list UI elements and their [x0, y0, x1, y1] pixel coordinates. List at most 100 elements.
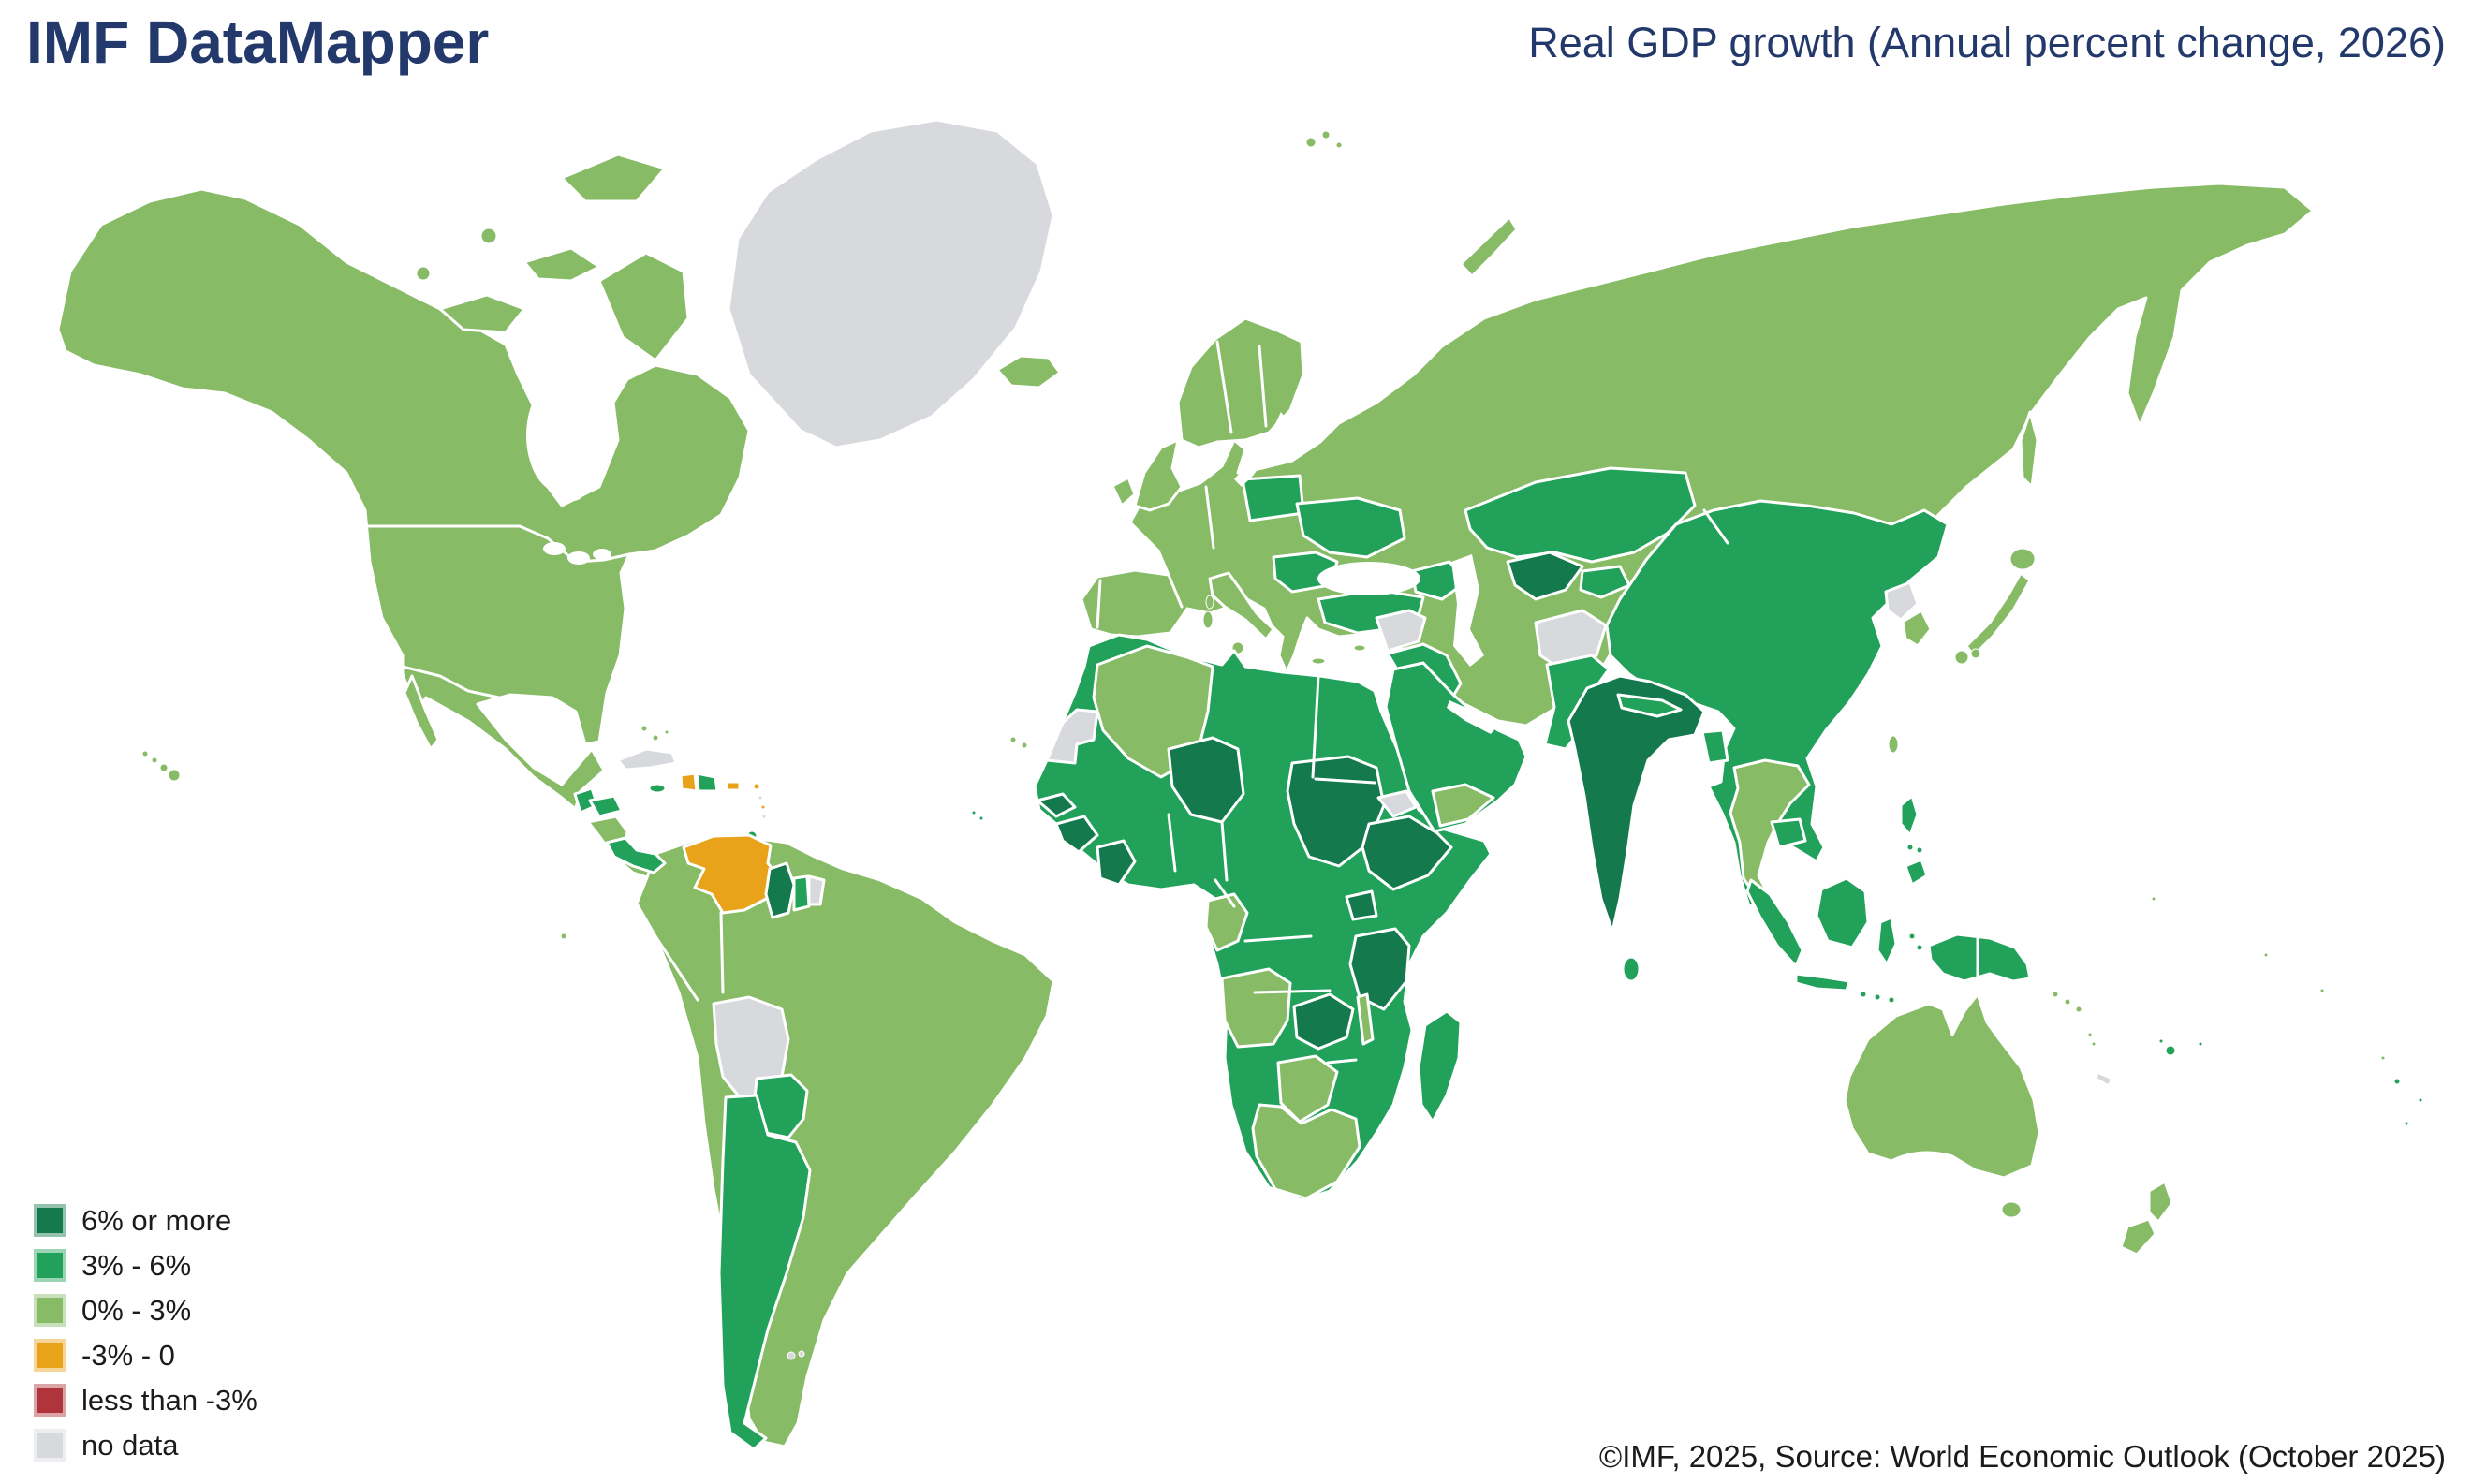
region-sri-lanka[interactable]: [1621, 955, 1641, 983]
region-poland[interactable]: [1241, 474, 1305, 522]
region-south-africa[interactable]: [1251, 1103, 1361, 1200]
persian-gulf: [1447, 700, 1498, 734]
region-baffin-island[interactable]: [597, 251, 690, 362]
region-western-sahara[interactable]: [1045, 708, 1099, 765]
map-legend: 6% or more 3% - 6% 0% - 3% -3% - 0 less …: [34, 1204, 258, 1462]
region-australia[interactable]: [1843, 992, 2041, 1180]
region-taiwan[interactable]: [1886, 733, 1901, 756]
region-north-korea[interactable]: [1884, 580, 1920, 622]
region-lesser-antilles-gray[interactable]: [758, 795, 767, 819]
region-arctic-island-b[interactable]: [416, 266, 431, 281]
region-dominican-republic[interactable]: [695, 771, 719, 793]
region-south-korea[interactable]: [1901, 609, 1933, 648]
legend-label: 6% or more: [81, 1204, 232, 1237]
region-malawi[interactable]: [1356, 992, 1375, 1046]
region-puerto-rico[interactable]: [725, 780, 742, 792]
region-cote-divoire[interactable]: [1096, 839, 1137, 887]
region-cape-verde[interactable]: [971, 810, 984, 821]
region-syria[interactable]: [1375, 609, 1427, 653]
region-novaya-zemlya[interactable]: [1459, 215, 1519, 278]
region-cambodia[interactable]: [1770, 817, 1807, 849]
region-svalbard[interactable]: [1305, 130, 1343, 149]
region-new-caledonia[interactable]: [2094, 1070, 2114, 1088]
region-greenland[interactable]: [727, 118, 1055, 449]
region-banks-island[interactable]: [522, 246, 601, 283]
region-victoria-island[interactable]: [438, 293, 526, 334]
region-philippines[interactable]: [1899, 794, 1929, 887]
region-jamaica[interactable]: [647, 782, 668, 795]
region-ukraine[interactable]: [1295, 496, 1406, 559]
region-sakhalin[interactable]: [2019, 410, 2039, 489]
region-canary-islands[interactable]: [1009, 736, 1028, 749]
region-pacific-islands-medium[interactable]: [2198, 1041, 2423, 1126]
baltic-sea: [1234, 412, 1288, 487]
region-niger[interactable]: [1167, 736, 1245, 824]
region-cuba[interactable]: [616, 747, 678, 771]
legend-swatch-6-or-more: [34, 1204, 66, 1237]
region-costa-rica-panama[interactable]: [605, 836, 667, 874]
region-united-kingdom[interactable]: [1133, 438, 1184, 512]
region-haiti[interactable]: [679, 771, 699, 793]
region-vanuatu[interactable]: [2087, 1032, 2097, 1047]
region-new-zealand[interactable]: [2119, 1180, 2174, 1256]
region-madagascar[interactable]: [1417, 1009, 1463, 1124]
region-falkland-islands[interactable]: [787, 1350, 805, 1360]
region-japan[interactable]: [1954, 546, 2038, 665]
region-lesser-antilles-orange[interactable]: [753, 783, 766, 810]
region-tasmania[interactable]: [1999, 1199, 2023, 1220]
region-iceland[interactable]: [995, 354, 1062, 389]
region-cyprus[interactable]: [1353, 644, 1366, 652]
region-botswana[interactable]: [1276, 1054, 1339, 1124]
region-solomon-islands[interactable]: [2052, 991, 2082, 1013]
region-angola[interactable]: [1220, 967, 1292, 1049]
region-thailand-laos[interactable]: [1729, 758, 1811, 905]
region-arctic-island-a[interactable]: [480, 228, 497, 244]
region-sudan[interactable]: [1286, 755, 1386, 868]
region-scandinavia[interactable]: [1176, 316, 1305, 449]
region-senegal[interactable]: [1036, 792, 1077, 818]
region-uganda[interactable]: [1345, 889, 1378, 921]
region-eritrea[interactable]: [1376, 789, 1418, 818]
region-bahamas[interactable]: [640, 725, 670, 742]
legend-item-no-data: no data: [34, 1429, 258, 1462]
region-kyrgyzstan-tajikistan[interactable]: [1579, 565, 1631, 599]
region-suriname[interactable]: [792, 874, 811, 912]
legend-label: 3% - 6%: [81, 1249, 192, 1282]
region-bangladesh[interactable]: [1700, 728, 1729, 765]
region-ellesmere-island[interactable]: [560, 153, 667, 203]
region-argentina[interactable]: [717, 1094, 812, 1451]
legend-item-6-or-more: 6% or more: [34, 1204, 258, 1237]
region-guyana[interactable]: [764, 861, 796, 919]
region-honduras[interactable]: [588, 794, 624, 818]
region-venezuela[interactable]: [682, 833, 784, 915]
region-new-guinea[interactable]: [1927, 933, 2032, 983]
region-caucasus[interactable]: [1410, 560, 1467, 601]
region-galapagos[interactable]: [560, 933, 567, 940]
chart-title: Real GDP growth (Annual percent change, …: [1528, 19, 2446, 66]
region-zambia[interactable]: [1292, 992, 1355, 1051]
region-pacific-islands-light[interactable]: [2151, 896, 2386, 1061]
region-arabian-peninsula[interactable]: [1384, 661, 1528, 833]
legend-item-0-to-3: 0% - 3%: [34, 1294, 258, 1327]
region-baja-california[interactable]: [403, 674, 440, 751]
great-lake-3: [593, 549, 611, 560]
region-india[interactable]: [1567, 674, 1706, 933]
region-crete[interactable]: [1311, 657, 1326, 665]
region-ethiopia[interactable]: [1361, 815, 1453, 891]
region-indonesia[interactable]: [1745, 876, 1923, 1004]
region-ireland[interactable]: [1111, 476, 1137, 507]
region-french-guiana[interactable]: [807, 874, 826, 906]
region-italy[interactable]: [1202, 571, 1275, 654]
region-gabon[interactable]: [1204, 892, 1249, 952]
legend-swatch-less-than-neg3: [34, 1384, 66, 1417]
region-hawaii[interactable]: [141, 750, 181, 782]
region-yemen[interactable]: [1431, 783, 1495, 828]
region-nepal[interactable]: [1616, 693, 1683, 718]
region-fiji[interactable]: [2158, 1038, 2176, 1056]
region-kazakhstan[interactable]: [1464, 466, 1697, 564]
region-guinea[interactable]: [1054, 815, 1099, 854]
region-south-america[interactable]: [635, 834, 1055, 1448]
region-uzbekistan[interactable]: [1506, 551, 1584, 601]
region-tanzania[interactable]: [1348, 927, 1411, 1011]
